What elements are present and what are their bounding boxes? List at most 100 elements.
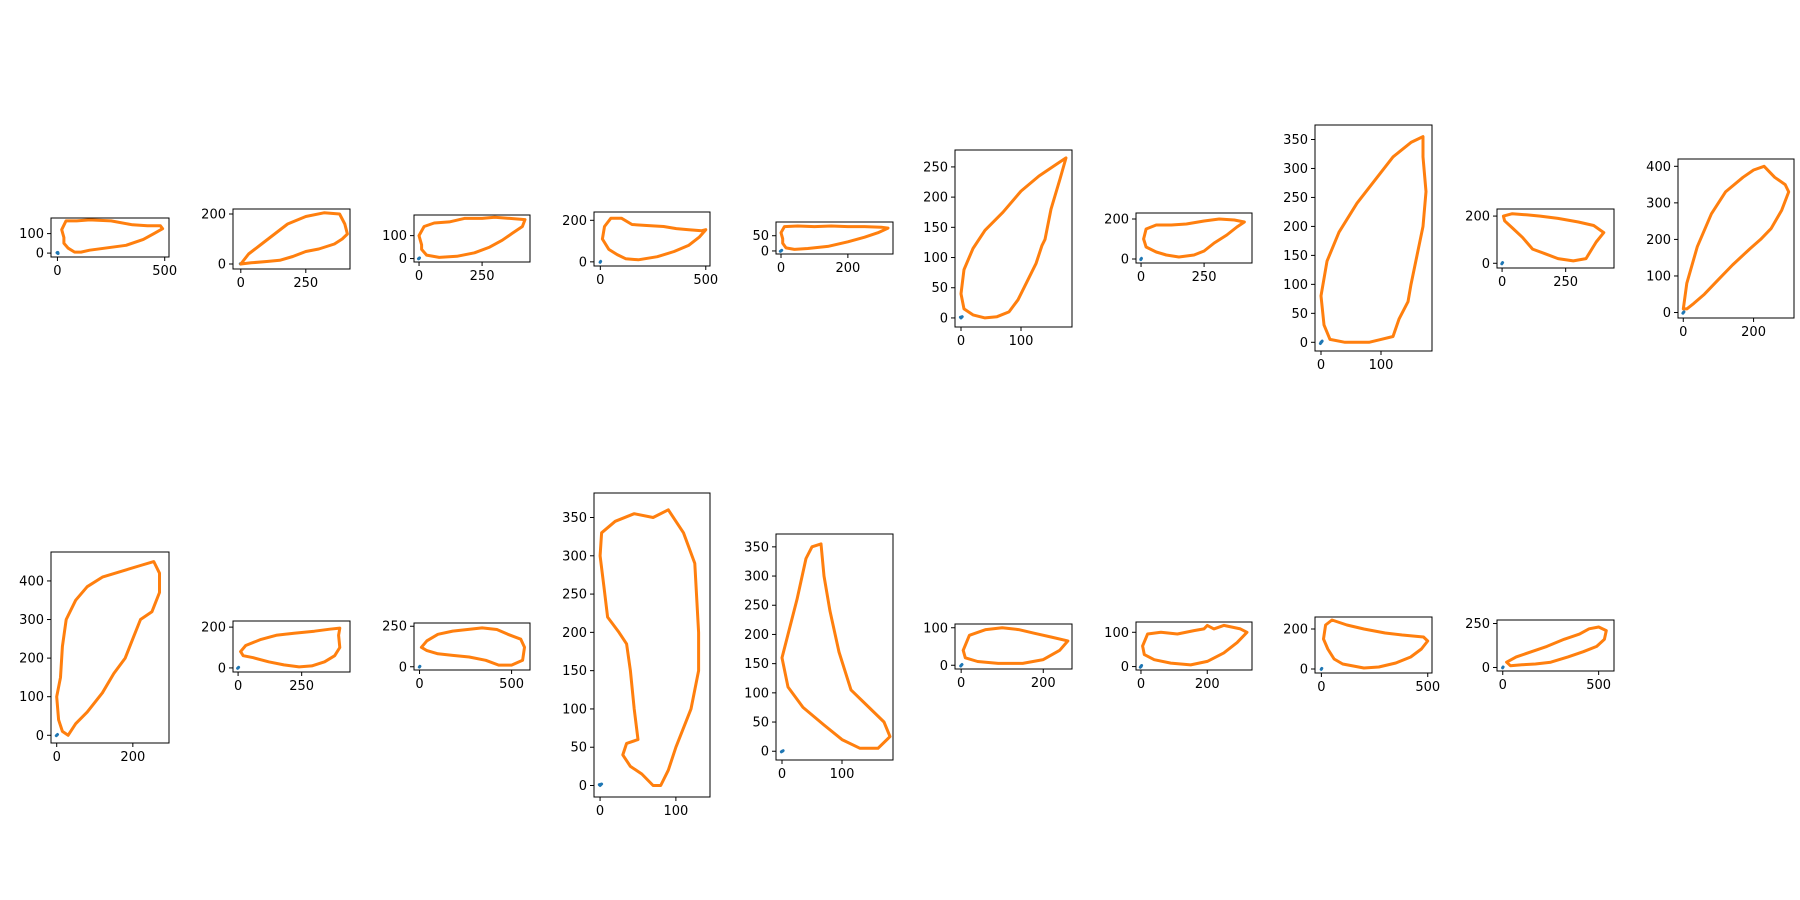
y-tick-label: 200: [562, 214, 587, 229]
x-tick-label: 250: [470, 269, 495, 284]
subplot-4: 0 500 0 200: [562, 211, 718, 288]
y-tick-label: 250: [923, 160, 948, 175]
origin-series-line: [1501, 665, 1505, 670]
origin-series-line: [1681, 310, 1686, 315]
axes-frame: [1135, 212, 1253, 264]
x-tick-label: 200: [1741, 325, 1766, 340]
y-tick-label: 0: [761, 244, 769, 259]
axes-frame: [1314, 124, 1433, 352]
y-tick-label: 250: [1283, 191, 1308, 206]
contour-series-line: [1505, 625, 1608, 668]
contour-series-line: [55, 560, 161, 737]
x-tick-label: 500: [1415, 680, 1440, 695]
x-tick-label: 0: [53, 750, 61, 765]
y-tick-label: 0: [36, 729, 44, 744]
y-tick-label: 200: [923, 191, 948, 206]
x-tick-label: 200: [120, 750, 145, 765]
axes-frame: [593, 211, 711, 267]
y-tick-label: 50: [931, 281, 948, 296]
y-tick-label: 300: [1646, 196, 1671, 211]
x-tick-label: 250: [289, 679, 314, 694]
x-tick-label: 0: [596, 804, 604, 819]
contour-series-line: [1501, 212, 1606, 263]
y-tick-label: 100: [923, 251, 948, 266]
y-tick-label: 200: [1646, 233, 1671, 248]
subplot-14: 0 100 0 50 100 150 200 250 300 350: [562, 492, 711, 819]
y-tick-label: 100: [923, 621, 948, 636]
y-tick-label: 250: [562, 588, 587, 603]
origin-series-line: [779, 749, 785, 754]
y-tick-label: 300: [744, 570, 769, 585]
origin-series-line: [597, 782, 604, 787]
y-tick-label: 200: [201, 208, 226, 223]
subplot-11: 0 200 0 100 200 300 400: [19, 551, 170, 765]
y-tick-label: 350: [562, 511, 587, 526]
x-tick-label: 0: [596, 273, 604, 288]
contour-series-line: [961, 626, 1070, 665]
y-tick-label: 0: [1121, 253, 1129, 268]
y-tick-label: 0: [940, 659, 948, 674]
y-tick-label: 400: [1646, 160, 1671, 175]
y-tick-label: 100: [19, 227, 44, 242]
subplot-13: 0 500 0 250: [382, 620, 531, 692]
y-tick-label: 0: [218, 661, 226, 676]
y-tick-label: 50: [570, 741, 587, 756]
y-tick-label: 0: [1300, 663, 1308, 678]
axes-frame: [954, 149, 1073, 328]
x-tick-label: 250: [1553, 275, 1578, 290]
y-tick-label: 0: [218, 258, 226, 273]
origin-series-line: [1500, 261, 1505, 266]
y-tick-label: 400: [19, 574, 44, 589]
y-tick-label: 0: [1121, 660, 1129, 675]
y-tick-label: 0: [940, 311, 948, 326]
axes-frame: [954, 623, 1073, 670]
y-tick-label: 100: [382, 229, 407, 244]
x-tick-label: 0: [234, 679, 242, 694]
axes-frame: [593, 492, 711, 798]
subplot-1: 0 500 0 100: [19, 217, 177, 279]
x-tick-label: 0: [1499, 678, 1507, 693]
subplot-8: 0 100 0 50 100 150 200 250 300 350: [1283, 124, 1433, 373]
origin-series-line: [1318, 339, 1324, 345]
y-tick-label: 100: [19, 690, 44, 705]
x-tick-label: 0: [53, 264, 61, 279]
x-tick-label: 0: [1498, 275, 1506, 290]
contour-series-line: [600, 216, 708, 262]
x-tick-label: 0: [957, 334, 965, 349]
y-tick-label: 250: [1465, 617, 1490, 632]
contour-series-line: [417, 215, 527, 259]
origin-series-line: [1319, 666, 1324, 671]
origin-series-line: [778, 248, 784, 253]
y-tick-label: 50: [752, 229, 769, 244]
subplot-15: 0 100 0 50 100 150 200 250 300 350: [744, 533, 894, 782]
x-tick-label: 100: [1369, 358, 1394, 373]
y-tick-label: 200: [744, 628, 769, 643]
y-tick-label: 200: [19, 652, 44, 667]
contour-series-line: [780, 542, 892, 750]
y-tick-label: 250: [744, 599, 769, 614]
axes-frame: [232, 620, 351, 673]
y-tick-label: 300: [562, 549, 587, 564]
x-tick-label: 250: [1192, 270, 1217, 285]
contour-series-line: [779, 224, 890, 251]
y-tick-label: 0: [1482, 661, 1490, 676]
axes-frame: [1135, 621, 1253, 671]
x-tick-label: 500: [499, 677, 524, 692]
y-tick-label: 0: [399, 252, 407, 267]
x-tick-label: 0: [1137, 270, 1145, 285]
axes-frame: [413, 622, 531, 671]
axes-frame: [232, 208, 351, 270]
origin-series-line: [55, 251, 60, 255]
y-tick-label: 0: [1482, 257, 1490, 272]
y-tick-label: 50: [1291, 307, 1308, 322]
y-tick-label: 350: [744, 540, 769, 555]
subplot-17: 0 200 0 100: [1104, 621, 1253, 692]
x-tick-label: 250: [293, 276, 318, 291]
x-tick-label: 100: [1009, 334, 1034, 349]
x-tick-label: 0: [415, 269, 423, 284]
y-tick-label: 0: [579, 779, 587, 794]
subplot-2: 0 250 0 200: [201, 208, 351, 291]
subplot-12: 0 250 0 200: [201, 620, 351, 694]
